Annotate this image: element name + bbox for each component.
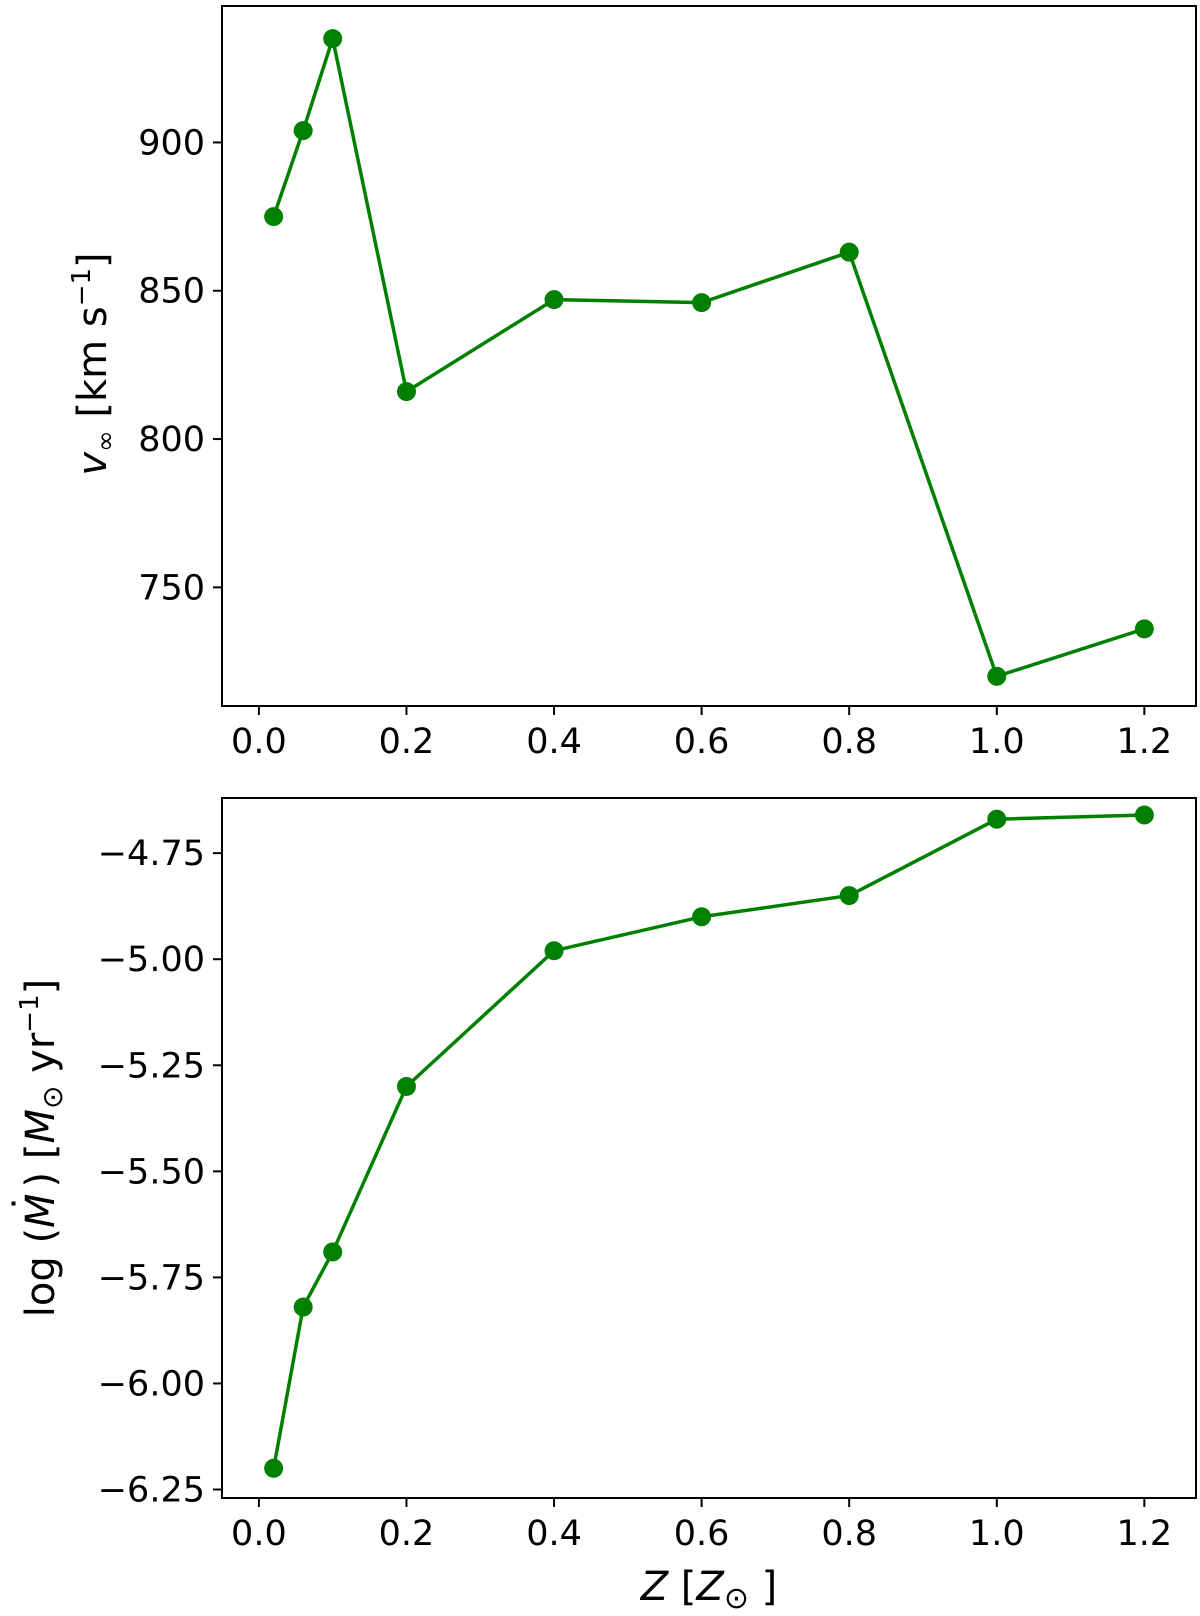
- y-tick-label: −5.00: [98, 940, 205, 980]
- y-tick-label: 900: [138, 123, 205, 163]
- x-tick-label: 0.0: [231, 722, 287, 762]
- y-tick-label: −4.75: [98, 834, 205, 874]
- plot-frame: [221, 5, 1197, 707]
- x-tick-label: 0.6: [674, 722, 730, 762]
- x-tick-label: 0.8: [821, 722, 877, 762]
- y-tick-label: −6.00: [98, 1364, 205, 1404]
- y-tick-label: 800: [138, 420, 205, 460]
- y-tick-label: −5.50: [98, 1152, 205, 1192]
- y-tick-label: −6.25: [98, 1471, 205, 1511]
- velocity-panel: 0.0 0.2 0.4 0.6 0.8 1.0 1.2 750 800 850 900 v∞ [km …: [67, 5, 1197, 762]
- series-line: [271, 36, 1147, 679]
- y-tick-label: 850: [138, 272, 205, 312]
- data-point: [396, 1076, 416, 1096]
- x-tick-label: 0.8: [821, 1514, 877, 1554]
- data-point: [692, 293, 712, 313]
- data-point: [293, 1297, 313, 1317]
- x-tick-label: 1.2: [1117, 722, 1173, 762]
- data-point: [293, 121, 313, 141]
- plot-frame: [221, 797, 1197, 1499]
- data-point: [396, 382, 416, 402]
- y-tick-label: −5.25: [98, 1046, 205, 1086]
- x-tick-label: 0.2: [379, 1514, 435, 1554]
- x-tick-label: 1.2: [1117, 1514, 1173, 1554]
- data-point: [1134, 805, 1154, 825]
- data-point: [1134, 619, 1154, 639]
- y-tick-label: 750: [138, 568, 205, 608]
- y-tick-label: −5.75: [98, 1258, 205, 1298]
- data-point: [544, 941, 564, 961]
- data-point: [323, 29, 343, 49]
- data-point: [987, 666, 1007, 686]
- data-point: [839, 242, 859, 262]
- x-axis-label: Z [Z⊙ ]: [640, 1564, 778, 1616]
- data-point: [544, 290, 564, 310]
- x-tick-label: 0.2: [379, 722, 435, 762]
- data-point: [264, 207, 284, 227]
- data-point: [987, 809, 1007, 829]
- x-tick-label: 1.0: [969, 1514, 1025, 1554]
- x-tick-label: 0.4: [526, 1514, 582, 1554]
- mass-loss-panel: 0.0 0.2 0.4 0.6 0.8 1.0 1.2 −6.25 −6.00 −5.75 −5.5…: [6, 797, 1197, 1616]
- x-tick-label: 0.4: [526, 722, 582, 762]
- x-tick-label: 0.6: [674, 1514, 730, 1554]
- y-axis-label: v∞ [km s−1]: [67, 252, 121, 475]
- y-axis-label: log (M˙) [M⊙ yr−1]: [6, 979, 69, 1318]
- data-point: [323, 1242, 343, 1262]
- x-tick-label: 1.0: [969, 722, 1025, 762]
- data-point: [692, 907, 712, 927]
- data-point: [839, 886, 859, 906]
- data-point: [264, 1458, 284, 1478]
- x-tick-label: 0.0: [231, 1514, 287, 1554]
